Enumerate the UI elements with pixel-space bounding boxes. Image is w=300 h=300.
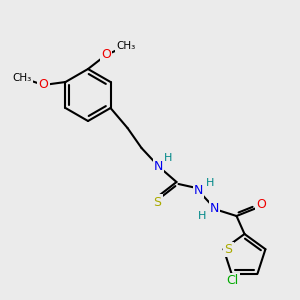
Text: H: H xyxy=(198,211,207,221)
Text: CH₃: CH₃ xyxy=(116,41,136,51)
Text: Cl: Cl xyxy=(226,274,239,287)
Text: N: N xyxy=(210,202,219,214)
Text: H: H xyxy=(164,153,173,163)
Text: N: N xyxy=(154,160,163,172)
Text: CH₃: CH₃ xyxy=(13,73,32,83)
Text: N: N xyxy=(194,184,203,196)
Text: S: S xyxy=(225,243,232,256)
Text: O: O xyxy=(38,79,48,92)
Text: O: O xyxy=(256,197,266,211)
Text: O: O xyxy=(101,49,111,62)
Text: S: S xyxy=(154,196,161,208)
Text: H: H xyxy=(206,178,215,188)
